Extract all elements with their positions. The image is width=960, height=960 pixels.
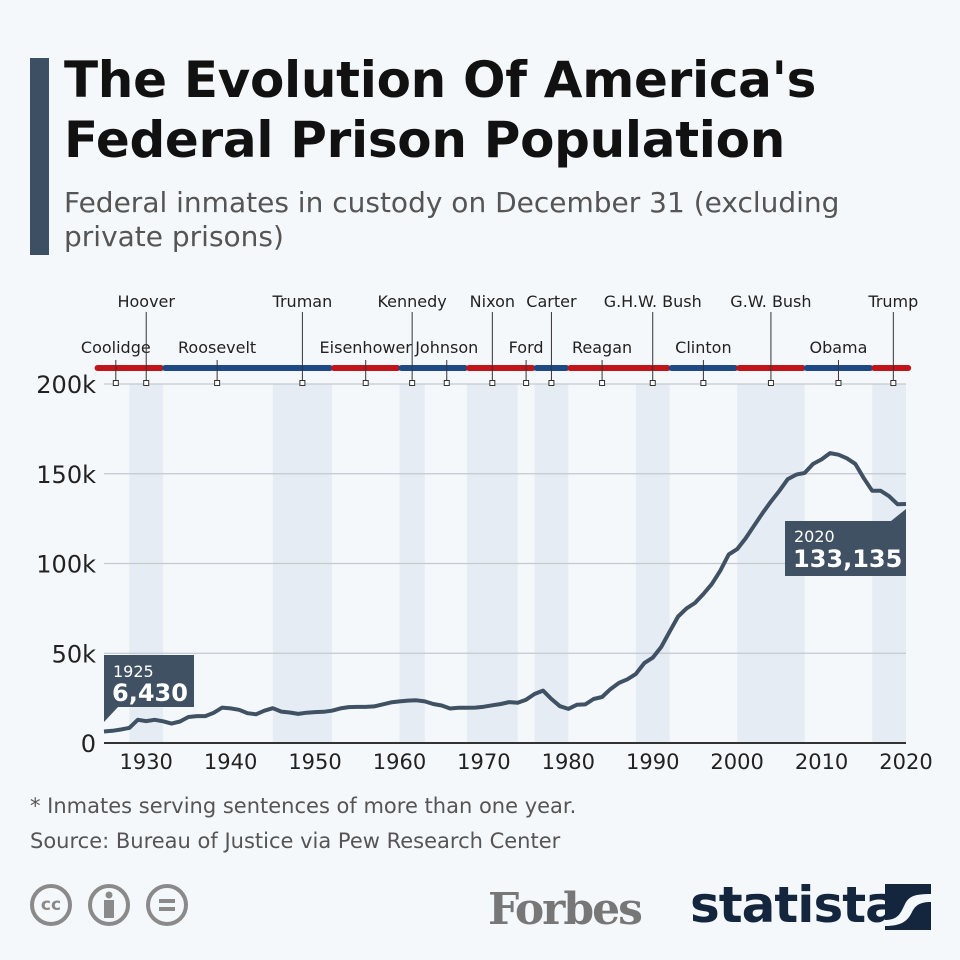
president-marker [599, 380, 606, 386]
president-label: Clinton [675, 338, 731, 357]
president-marker [112, 380, 119, 386]
page-subtitle: Federal inmates in custody on December 3… [64, 186, 840, 253]
president-label: Johnson [414, 338, 478, 357]
callout-value: 6,430 [112, 679, 188, 707]
x-tick-label: 1960 [373, 750, 426, 774]
y-tick-label: 150k [36, 461, 96, 489]
data-line [103, 451, 907, 734]
statista-logo[interactable]: statista [690, 876, 899, 934]
footnote: * Inmates serving sentences of more than… [30, 794, 577, 818]
president-label: Kennedy [377, 292, 446, 311]
president-marker [523, 380, 530, 386]
x-tick-label: 1970 [457, 750, 510, 774]
president-marker [767, 380, 774, 386]
x-tick-label: 2000 [710, 750, 763, 774]
callout-year: 2020 [794, 527, 835, 546]
president-label: Ford [509, 338, 544, 357]
x-tick-label: 1930 [119, 750, 172, 774]
president-label: G.H.W. Bush [604, 292, 702, 311]
president-label: Carter [526, 292, 577, 311]
attribution-icon[interactable] [88, 884, 130, 926]
callout-2020 [785, 509, 906, 576]
forbes-logo[interactable]: Forbes [488, 884, 643, 935]
president-label: Hoover [117, 292, 175, 311]
president-marker [548, 380, 555, 386]
president-marker [835, 380, 842, 386]
president-label: Eisenhower [320, 338, 413, 357]
president-label: Truman [272, 292, 333, 311]
president-marker [362, 380, 369, 386]
source-note: Source: Bureau of Justice via Pew Resear… [30, 829, 561, 853]
callout-year: 1925 [113, 662, 154, 681]
president-label: G.W. Bush [730, 292, 811, 311]
y-tick-label: 100k [36, 551, 96, 579]
president-marker [299, 380, 306, 386]
x-tick-label: 1980 [542, 750, 595, 774]
president-marker [489, 380, 496, 386]
president-marker [214, 380, 221, 386]
page-title: The Evolution Of America's Federal Priso… [64, 51, 817, 169]
president-label: Nixon [470, 292, 515, 311]
x-tick-label: 1940 [204, 750, 257, 774]
president-label: Coolidge [81, 338, 151, 357]
title-accent-bar [30, 58, 49, 255]
president-label: Reagan [572, 338, 632, 357]
president-label: Obama [809, 338, 867, 357]
x-tick-label: 1950 [288, 750, 341, 774]
president-marker [649, 380, 656, 386]
president-label: Trump [867, 292, 918, 311]
president-label: Roosevelt [178, 338, 256, 357]
callout-1925 [104, 655, 194, 722]
y-tick-label: 0 [81, 730, 96, 758]
no-derivatives-icon[interactable] [146, 884, 188, 926]
x-tick-label: 1990 [626, 750, 679, 774]
y-tick-label: 50k [52, 640, 97, 668]
president-marker [890, 380, 897, 386]
x-tick-label: 2010 [795, 750, 848, 774]
cc-icon[interactable]: cc [30, 884, 72, 926]
y-tick-label: 200k [36, 371, 96, 399]
president-marker [143, 380, 150, 386]
president-marker [700, 380, 707, 386]
president-marker [409, 380, 416, 386]
callout-value: 133,135 [793, 545, 902, 573]
x-tick-label: 2020 [879, 750, 932, 774]
president-marker [443, 380, 450, 386]
statista-logo-mark-icon [885, 884, 931, 930]
